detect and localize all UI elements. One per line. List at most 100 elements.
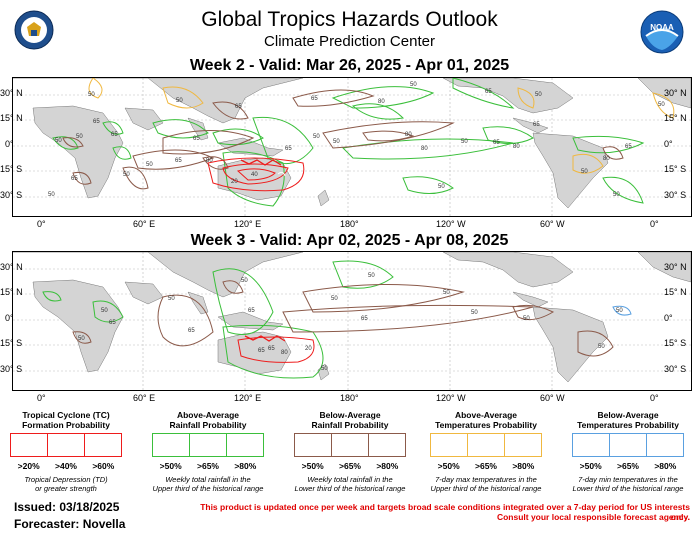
legend-label: >65% <box>475 461 497 471</box>
contour-label: 50 <box>331 296 338 302</box>
contour-label: 80 <box>378 99 385 105</box>
contour-label: 50 <box>123 172 130 178</box>
contour-label: 65 <box>485 89 492 95</box>
legend-swatch <box>294 433 406 457</box>
contour-label: 50 <box>241 278 248 284</box>
contour-label: 50 <box>368 273 375 279</box>
legend-label: >60% <box>92 461 115 471</box>
contour-label: 65 <box>175 158 182 164</box>
contour-label: 50 <box>658 102 665 108</box>
legend-label: >40% <box>55 461 77 471</box>
contour-label: 65 <box>193 136 200 142</box>
contour-label: 20 <box>231 179 238 185</box>
week2-tc <box>207 157 305 192</box>
legend-label: >65% <box>617 461 639 471</box>
noaa-logo: NOAA <box>640 10 684 54</box>
disclaimer-line1: This product is updated once per week an… <box>200 502 690 522</box>
contour-label: 65 <box>71 176 78 182</box>
week2-below-rain <box>62 89 624 190</box>
lat-label: 0° <box>664 313 673 323</box>
issued-date: Issued: 03/18/2025 <box>14 500 120 514</box>
lon-label: 120° E <box>234 219 262 229</box>
lon-label: 120° W <box>436 219 466 229</box>
week3-map: 50 65 65 50 50 50 65 50 50 65 80 65 50 2… <box>12 251 692 391</box>
svg-text:NOAA: NOAA <box>650 23 674 32</box>
contour-label: 20 <box>305 346 312 352</box>
contour-label: 65 <box>258 348 265 354</box>
week2-above-rain <box>52 78 645 207</box>
contour-label: 50 <box>438 184 445 190</box>
lon-label: 0° <box>37 219 46 229</box>
legend-title: Tropical Cyclone (TC) Formation Probabil… <box>22 410 110 430</box>
legend: Tropical Cyclone (TC) Formation Probabil… <box>0 410 699 493</box>
legend-title: Below-Average Temperatures Probability <box>577 410 679 430</box>
legend-label: >80% <box>512 461 535 471</box>
contour-label: 50 <box>168 296 175 302</box>
contour-label: 65 <box>625 144 632 150</box>
contour-label: 65 <box>93 119 100 125</box>
contour-label: 50 <box>76 134 83 140</box>
legend-note: Tropical Depression (TD) or greater stre… <box>24 475 108 493</box>
week3-contour-labels: 50 65 65 50 50 50 65 50 50 65 80 65 50 2… <box>78 273 623 372</box>
contour-label: 50 <box>616 308 623 314</box>
lat-label: 0° <box>664 139 673 149</box>
legend-title: Above-Average Temperatures Probability <box>435 410 537 430</box>
legend-title: Above-Average Rainfall Probability <box>169 410 247 430</box>
week2-land <box>13 78 691 209</box>
contour-label: 50 <box>535 92 542 98</box>
legend-below-rain: Below-Average Rainfall Probability >50% … <box>294 410 409 493</box>
contour-label: 80 <box>405 132 412 138</box>
week3-above-rain <box>42 260 394 379</box>
contour-label: 65 <box>109 320 116 326</box>
legend-above-rain: Above-Average Rainfall Probability >50% … <box>152 410 267 493</box>
week2-contour-labels: 50 65 80 50 65 50 65 80 50 40 20 65 65 8… <box>48 82 665 198</box>
lon-label: 180° <box>340 219 359 229</box>
lon-label: 0° <box>650 393 659 403</box>
lat-label: 30° N <box>664 262 687 272</box>
page-subtitle: Climate Prediction Center <box>264 33 435 50</box>
contour-label: 65 <box>235 104 242 110</box>
lat-label: 15° S <box>0 164 23 174</box>
week3-title: Week 3 - Valid: Apr 02, 2025 - Apr 08, 2… <box>190 232 509 249</box>
legend-label: >50% <box>159 461 182 471</box>
doc-seal-logo <box>14 10 54 50</box>
legend-title: Below-Average Rainfall Probability <box>311 410 389 430</box>
contour-label: 50 <box>461 139 468 145</box>
legend-label: >50% <box>301 461 324 471</box>
week3-map-svg: 50 65 65 50 50 50 65 50 50 65 80 65 50 2… <box>13 252 691 390</box>
lat-label: 30° S <box>664 364 687 374</box>
lat-label: 15° N <box>0 287 23 297</box>
lon-label: 0° <box>650 219 659 229</box>
legend-note: Weekly total rainfall in the Lower third… <box>294 475 406 493</box>
lat-label: 15° S <box>664 338 687 348</box>
contour-label: 50 <box>523 316 530 322</box>
legend-below-temp: Below-Average Temperatures Probability >… <box>572 410 687 493</box>
week3-tc <box>237 335 315 363</box>
week2-title: Week 2 - Valid: Mar 26, 2025 - Apr 01, 2… <box>189 57 510 74</box>
contour-label: 65 <box>533 122 540 128</box>
lon-label: 0° <box>37 393 46 403</box>
contour-label: 50 <box>88 92 95 98</box>
lat-label: 15° S <box>664 164 687 174</box>
legend-label: >50% <box>579 461 602 471</box>
contour-label: 65 <box>285 146 292 152</box>
contour-label: 80 <box>603 156 610 162</box>
lon-label: 60° E <box>133 393 156 403</box>
contour-label: 50 <box>581 169 588 175</box>
contour-label: 50 <box>321 366 328 372</box>
contour-label: 50 <box>471 310 478 316</box>
lon-label: 60° W <box>540 219 565 229</box>
lon-label: 120° E <box>234 393 262 403</box>
contour-label: 65 <box>361 316 368 322</box>
contour-label: 80 <box>281 350 288 356</box>
contour-label: 50 <box>333 139 340 145</box>
contour-label: 50 <box>613 192 620 198</box>
forecaster: Forecaster: Novella <box>14 517 126 531</box>
legend-note: Weekly total rainfall in the Upper third… <box>152 475 264 493</box>
legend-note: 7-day max temperatures in the Upper thir… <box>430 475 542 493</box>
legend-above-temp: Above-Average Temperatures Probability >… <box>430 410 545 493</box>
week3-land <box>13 252 691 383</box>
week3-below-temp <box>612 305 632 316</box>
contour-label: 65 <box>248 308 255 314</box>
lat-label: 30° N <box>0 262 23 272</box>
